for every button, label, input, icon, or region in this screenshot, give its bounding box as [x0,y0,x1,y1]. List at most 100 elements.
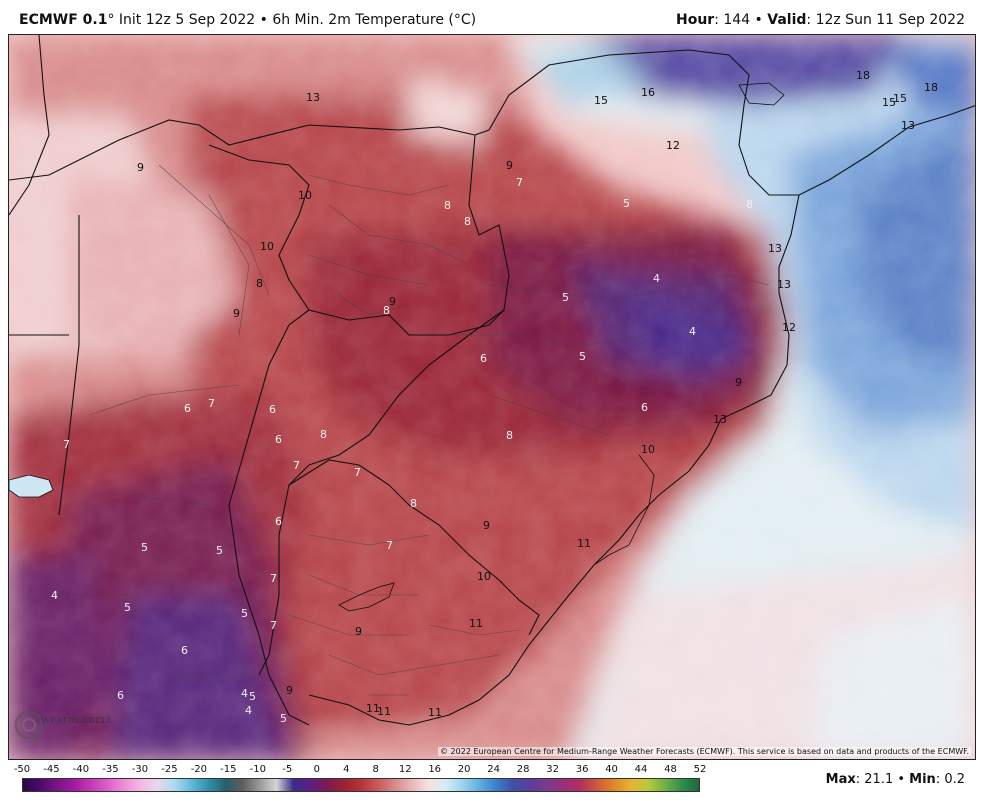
contour-label: 9 [506,159,513,172]
contour-label: 11 [469,617,483,630]
contour-label: 15 [893,92,907,105]
contour-label: 11 [366,702,380,715]
contour-label: 5 [623,197,630,210]
contour-label: 9 [286,684,293,697]
valid-value: : 12z Sun 11 Sep 2022 [806,12,965,28]
copyright-notice: © 2022 European Centre for Medium-Range … [438,747,971,756]
contour-label: 11 [428,706,442,719]
contour-label: 4 [653,272,660,285]
contour-label: 7 [516,176,523,189]
contour-label: 6 [641,401,648,414]
colorbar-tick-label: -40 [72,764,90,775]
contour-label: 7 [270,572,277,585]
contour-label: 5 [562,291,569,304]
contour-label: 7 [293,459,300,472]
colorbar-tick-label: 52 [693,764,707,775]
colorbar-tick-label: 16 [428,764,442,775]
border-paraguay [9,119,510,336]
contour-label: 10 [477,570,491,583]
contour-label: 5 [141,541,148,554]
colorbar-tick-label: 28 [516,764,530,775]
contour-label: 7 [208,397,215,410]
contour-label: 6 [275,433,282,446]
contour-label: 12 [782,321,796,334]
contour-label: 6 [184,402,191,415]
contour-label: 4 [689,325,696,338]
valid-label: Valid [767,12,807,28]
contour-label: 4 [51,589,58,602]
colorbar-tick-label: -20 [190,764,208,775]
contour-label: 4 [241,687,248,700]
contour-label: 18 [856,69,870,82]
contour-label: 5 [216,544,223,557]
contour-label: 8 [256,277,263,290]
temperature-colorbar [22,778,700,792]
map-canvas: 13 15 16 18 15 15 18 13 12 9 7 5 8 9 10 … [9,35,975,759]
contour-label: 16 [641,86,655,99]
contour-label: 10 [298,189,312,202]
contour-label: 8 [506,429,513,442]
map-header: ECMWF 0.1° Init 12z 5 Sep 2022 • 6h Min.… [0,0,984,34]
contour-label: 6 [181,644,188,657]
colorbar-tick-label: 0 [313,764,320,775]
contour-label: 11 [577,537,591,550]
contour-label: 6 [117,689,124,702]
contour-label: 15 [594,94,608,107]
contour-label: 5 [280,712,287,725]
contour-label: 8 [444,199,451,212]
contour-label: 5 [124,601,131,614]
lagoon-outline [593,454,655,566]
border-bolivia [9,35,80,516]
hour-label: Hour [676,12,715,28]
colorbar-tick-label: 32 [546,764,559,775]
contour-label: 9 [355,625,362,638]
contour-label: 18 [924,81,938,94]
colorbar-tick-label: 4 [343,764,350,775]
contour-label: 7 [386,539,393,552]
contour-label: 5 [249,690,256,703]
colorbar-tick-label: 44 [634,764,648,775]
contour-label: 12 [666,139,680,152]
contour-label: 15 [882,96,896,109]
contour-labels: 13 15 16 18 15 15 18 13 12 9 7 5 8 9 10 … [51,69,938,725]
colorbar-tick-label: 40 [605,764,618,775]
temperature-map[interactable]: 13 15 16 18 15 15 18 13 12 9 7 5 8 9 10 … [8,34,976,760]
contour-label: 8 [383,304,390,317]
contour-label: 7 [63,438,70,451]
min-label: Min [909,772,936,787]
contour-label: 4 [245,704,252,717]
swirl-icon [14,710,44,740]
colorbar-tick-label: -25 [161,764,178,775]
colorbar-tick-label: -45 [43,764,60,775]
degree-symbol: ° [107,12,115,28]
border-uruguay [288,459,540,636]
lake [9,474,54,498]
contour-label: 7 [354,466,361,479]
contour-label: 8 [746,198,753,211]
colorbar-tick-label: 48 [664,764,677,775]
river-outline [338,582,395,612]
contour-label: 8 [320,428,327,441]
border-brazil-argentina [258,309,505,676]
bay-outline [738,82,785,106]
contour-label: 6 [275,515,282,528]
contour-label: 7 [270,619,277,632]
contour-label: 13 [768,242,782,255]
colorbar-tick-label: 24 [487,764,501,775]
map-title: ECMWF 0.1° Init 12z 5 Sep 2022 • 6h Min.… [19,12,476,28]
contour-label: 13 [713,413,727,426]
colorbar-tick-label: -50 [13,764,31,775]
colorbar-tick-label: 36 [575,764,589,775]
colorbar-ticks: -50 -45 -40 -35 -30 -25 -20 -15 -10 -5 0 4 8 12 16 20 24… [14,764,714,778]
colorbar-tick-label: -5 [282,764,293,775]
contour-label: 11 [377,705,391,718]
contour-label: 9 [233,307,240,320]
contour-label: 10 [641,443,655,456]
colorbar-tick-label: -35 [102,764,119,775]
contour-label: 9 [483,519,490,532]
valid-time: Hour: 144 • Valid: 12z Sun 11 Sep 2022 [676,12,965,28]
coastline [308,49,975,726]
colorbar-tick-label: -10 [249,764,266,775]
contour-label: 6 [269,403,276,416]
contour-label: 13 [777,278,791,291]
